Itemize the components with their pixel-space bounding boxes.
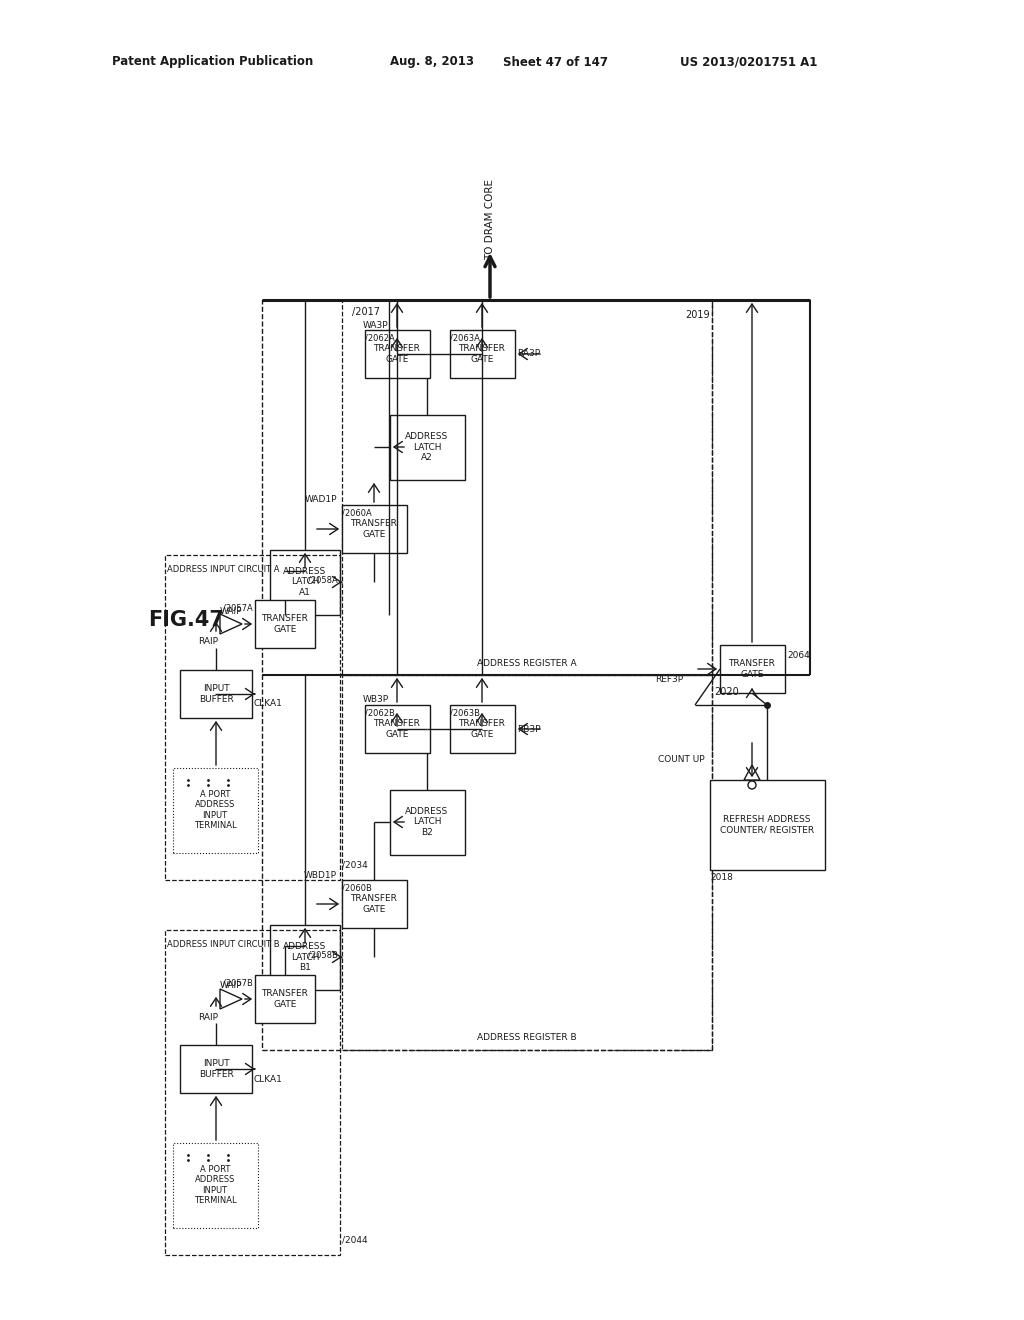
Text: 2020: 2020 <box>714 686 738 697</box>
Text: WBD1P: WBD1P <box>304 870 337 879</box>
Text: RB3P: RB3P <box>517 725 541 734</box>
Text: ADDRESS INPUT CIRCUIT B: ADDRESS INPUT CIRCUIT B <box>167 940 280 949</box>
Text: RA3P: RA3P <box>517 350 540 359</box>
Text: WAIP: WAIP <box>219 982 242 990</box>
Text: Aug. 8, 2013: Aug. 8, 2013 <box>390 55 474 69</box>
Text: WAD1P: WAD1P <box>304 495 337 504</box>
Text: INPUT
BUFFER: INPUT BUFFER <box>199 1059 233 1078</box>
Bar <box>720 645 785 693</box>
Text: /2057B: /2057B <box>223 978 253 987</box>
Text: /2063B: /2063B <box>450 709 480 718</box>
Text: TO DRAM CORE: TO DRAM CORE <box>485 180 495 260</box>
Text: FIG.47: FIG.47 <box>148 610 224 630</box>
Text: US 2013/0201751 A1: US 2013/0201751 A1 <box>680 55 817 69</box>
Text: TRANSFER
GATE: TRANSFER GATE <box>350 895 397 913</box>
Text: /2063A: /2063A <box>450 334 480 342</box>
Text: A PORT
ADDRESS
INPUT
TERMINAL: A PORT ADDRESS INPUT TERMINAL <box>194 789 237 830</box>
Text: TRANSFER
GATE: TRANSFER GATE <box>261 989 308 1008</box>
Bar <box>165 931 340 1255</box>
Bar <box>390 414 465 480</box>
Text: RAIP: RAIP <box>198 638 218 647</box>
Text: TRANSFER
GATE: TRANSFER GATE <box>261 614 308 634</box>
Text: TRANSFER
GATE: TRANSFER GATE <box>459 719 506 739</box>
Bar <box>365 705 430 752</box>
Bar <box>450 705 515 752</box>
Text: WB3P: WB3P <box>362 696 389 705</box>
Text: CLKA1: CLKA1 <box>254 700 283 709</box>
Text: /2057A: /2057A <box>223 603 253 612</box>
Text: /2062A: /2062A <box>365 334 394 342</box>
Bar <box>255 975 315 1023</box>
Text: /2044: /2044 <box>342 1236 368 1245</box>
Text: /2058A: /2058A <box>308 576 338 585</box>
Text: 2018: 2018 <box>710 874 733 883</box>
Bar <box>270 925 340 990</box>
Bar <box>165 554 340 880</box>
Text: /2058B: /2058B <box>308 950 338 960</box>
Text: Sheet 47 of 147: Sheet 47 of 147 <box>503 55 608 69</box>
Text: TRANSFER
GATE: TRANSFER GATE <box>350 519 397 539</box>
Bar <box>173 1143 258 1228</box>
Bar <box>180 671 252 718</box>
Bar <box>342 300 712 675</box>
Text: /2060A: /2060A <box>342 508 372 517</box>
Text: /2034: /2034 <box>342 861 368 870</box>
Text: INPUT
BUFFER: INPUT BUFFER <box>199 684 233 704</box>
Bar <box>450 330 515 378</box>
Text: ADDRESS REGISTER B: ADDRESS REGISTER B <box>477 1034 577 1043</box>
Text: REFRESH ADDRESS
COUNTER/ REGISTER: REFRESH ADDRESS COUNTER/ REGISTER <box>720 816 814 834</box>
Text: TRANSFER
GATE: TRANSFER GATE <box>374 345 421 364</box>
Text: /2062B: /2062B <box>365 709 395 718</box>
Text: /2060B: /2060B <box>342 883 372 892</box>
Text: TRANSFER
GATE: TRANSFER GATE <box>459 345 506 364</box>
Text: ADDRESS INPUT CIRCUIT A: ADDRESS INPUT CIRCUIT A <box>167 565 280 574</box>
Bar <box>173 768 258 853</box>
Bar <box>342 506 407 553</box>
Text: ADDRESS
LATCH
B2: ADDRESS LATCH B2 <box>406 807 449 837</box>
Bar <box>262 300 712 1049</box>
Text: COUNT UP: COUNT UP <box>658 755 705 764</box>
Bar <box>342 675 712 1049</box>
Text: WAIP: WAIP <box>219 606 242 615</box>
Text: ADDRESS
LATCH
B1: ADDRESS LATCH B1 <box>284 942 327 972</box>
Bar <box>255 601 315 648</box>
Bar <box>710 780 825 870</box>
Text: A PORT
ADDRESS
INPUT
TERMINAL: A PORT ADDRESS INPUT TERMINAL <box>194 1166 237 1205</box>
Bar <box>365 330 430 378</box>
Bar <box>390 789 465 855</box>
Polygon shape <box>220 989 242 1008</box>
Text: /2017: /2017 <box>352 308 380 317</box>
Text: WA3P: WA3P <box>362 321 389 330</box>
Text: 2019: 2019 <box>685 310 710 319</box>
Text: Patent Application Publication: Patent Application Publication <box>112 55 313 69</box>
Text: TRANSFER
GATE: TRANSFER GATE <box>374 719 421 739</box>
Polygon shape <box>220 614 242 634</box>
Polygon shape <box>744 766 760 780</box>
Bar <box>270 550 340 615</box>
Bar <box>180 1045 252 1093</box>
Text: REF3P: REF3P <box>655 676 683 685</box>
Text: ADDRESS REGISTER A: ADDRESS REGISTER A <box>477 659 577 668</box>
Text: 2064: 2064 <box>787 651 810 660</box>
Text: ADDRESS
LATCH
A2: ADDRESS LATCH A2 <box>406 432 449 462</box>
Text: ADDRESS
LATCH
A1: ADDRESS LATCH A1 <box>284 568 327 597</box>
Text: TRANSFER
GATE: TRANSFER GATE <box>728 659 775 678</box>
Circle shape <box>748 781 756 789</box>
Text: CLKA1: CLKA1 <box>254 1074 283 1084</box>
Bar <box>342 880 407 928</box>
Text: RAIP: RAIP <box>198 1012 218 1022</box>
